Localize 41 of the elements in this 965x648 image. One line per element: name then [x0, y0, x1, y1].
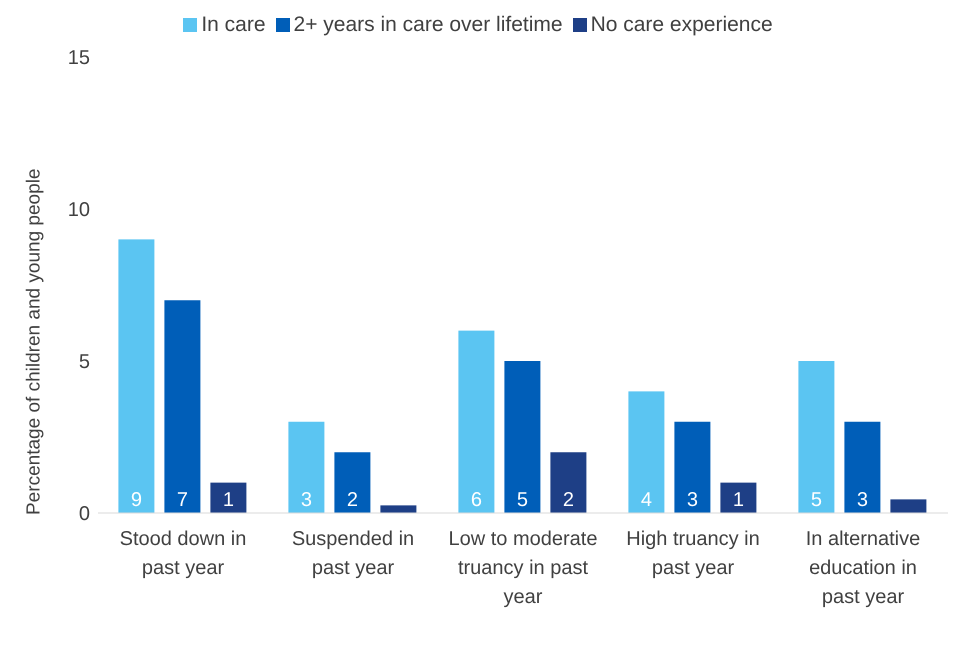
bar — [380, 505, 416, 513]
bar — [890, 499, 926, 513]
bar — [210, 482, 246, 513]
bar — [550, 452, 586, 513]
x-tick-label: Stood down in past year — [120, 528, 246, 579]
data-label: 1 — [222, 489, 234, 511]
x-tick-label: Suspended in past year — [292, 528, 414, 579]
x-tick-label: Low to moderate truancy in past year — [448, 528, 598, 608]
data-label: 2 — [562, 489, 574, 511]
bar — [674, 422, 710, 513]
legend-label: No care experience — [590, 13, 773, 36]
bar — [628, 391, 664, 513]
bar — [720, 482, 756, 513]
bar — [118, 239, 154, 513]
data-label: 3 — [856, 489, 868, 511]
data-label: 7 — [176, 489, 188, 511]
bar — [844, 422, 880, 513]
y-tick-label: 10 — [68, 199, 90, 222]
bar — [504, 361, 540, 513]
data-label: 5 — [516, 489, 528, 511]
data-label: 4 — [640, 489, 652, 511]
data-label: 9 — [130, 489, 142, 511]
y-tick-label: 15 — [68, 47, 90, 70]
bar — [164, 300, 200, 513]
bar — [288, 422, 324, 513]
bar — [458, 330, 494, 513]
y-tick-label: 5 — [78, 351, 90, 374]
legend-label: 2+ years in care over lifetime — [294, 13, 563, 36]
data-label: 1 — [732, 489, 744, 511]
data-label: 2 — [346, 489, 358, 511]
y-axis-title: Percentage of children and young people — [24, 168, 45, 515]
x-tick-label: High truancy in past year — [626, 528, 760, 579]
bar — [798, 361, 834, 513]
data-label: 5 — [810, 489, 822, 511]
bar — [334, 452, 370, 513]
x-tick-label: In alternative education in past year — [806, 528, 920, 608]
legend-label: In care — [201, 13, 266, 36]
y-tick-label: 0 — [78, 503, 90, 526]
data-label: 6 — [470, 489, 482, 511]
data-label: 3 — [686, 489, 698, 511]
data-label: 3 — [300, 489, 312, 511]
